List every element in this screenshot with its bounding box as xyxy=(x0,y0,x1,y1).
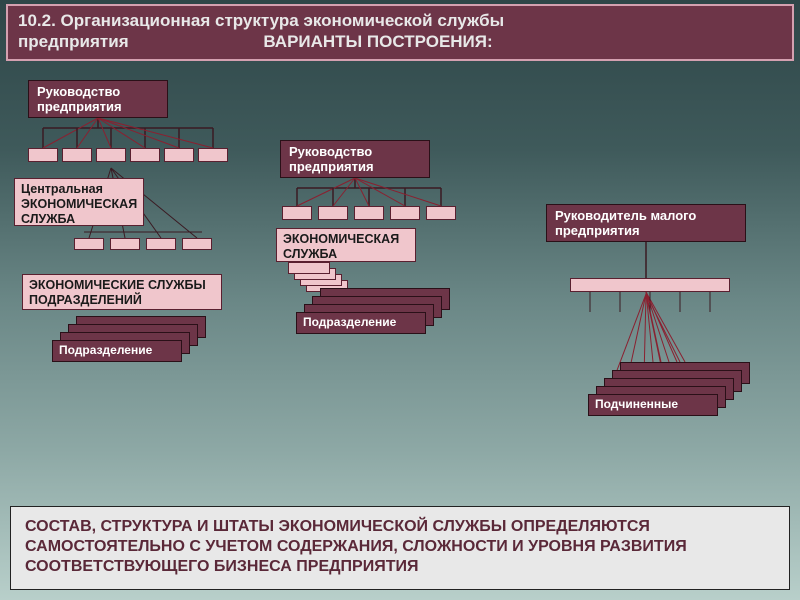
title-line1: 10.2. Организационная структура экономич… xyxy=(18,10,782,31)
v2-label-service: ЭКОНОМИЧЕСКАЯ СЛУЖБА xyxy=(276,228,416,262)
title-bar: 10.2. Организационная структура экономич… xyxy=(6,4,794,61)
v1-label-central: Центральная ЭКОНОМИЧЕСКАЯ СЛУЖБА xyxy=(14,178,144,226)
v2-root: Руководство предприятия xyxy=(280,140,430,178)
v1-root: Руководство предприятия xyxy=(28,80,168,118)
title-line2: предприятия ВАРИАНТЫ ПОСТРОЕНИЯ: xyxy=(18,31,782,52)
v3-root: Руководитель малого предприятия xyxy=(546,204,746,242)
footer-text: СОСТАВ, СТРУКТУРА И ШТАТЫ ЭКОНОМИЧЕСКОЙ … xyxy=(10,506,790,590)
v3-bar xyxy=(570,278,730,292)
v1-label-services: ЭКОНОМИЧЕСКИЕ СЛУЖБЫ ПОДРАЗДЕЛЕНИЙ xyxy=(22,274,222,310)
